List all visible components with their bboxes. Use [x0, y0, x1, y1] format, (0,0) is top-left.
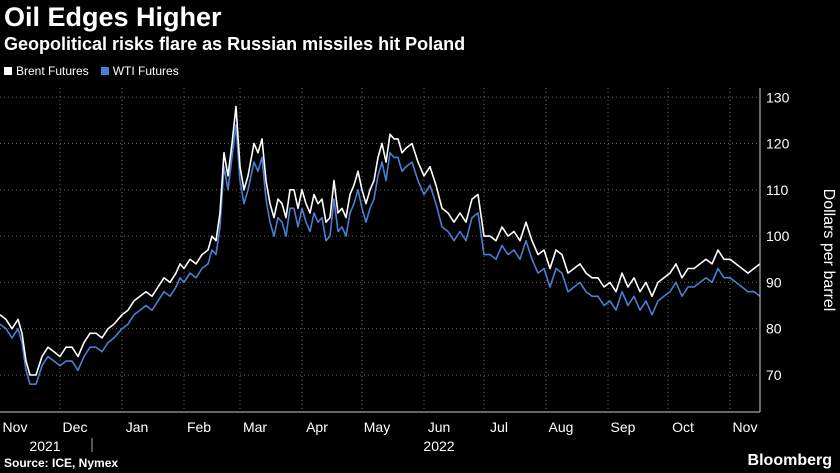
y-tick-label: 80 [766, 321, 782, 337]
y-tick-label: 100 [766, 228, 790, 244]
y-axis-label: Dollars per barrel [820, 189, 837, 312]
source-note: Source: ICE, Nymex [4, 456, 119, 470]
y-tick-label: 130 [766, 89, 790, 105]
x-tick-label: Jul [490, 419, 508, 435]
legend-item-brent: Brent Futures [4, 64, 89, 78]
x-tick-label: Jan [126, 419, 149, 435]
x-tick-label: Apr [306, 419, 328, 435]
x-tick-label: Aug [549, 419, 574, 435]
axes: 70 80 90 100 110 120 130 Nov Dec Jan Feb Mar Apr May J… [0, 88, 837, 454]
x-tick-label: Jun [428, 419, 451, 435]
series-line-brent [0, 105, 761, 376]
gridlines [0, 88, 760, 412]
y-tick-label: 110 [766, 182, 789, 198]
year-label: 2021 [29, 438, 60, 454]
year-label: 2022 [423, 438, 454, 454]
legend-swatch-wti [100, 67, 109, 75]
bloomberg-logo: Bloomberg [747, 452, 832, 469]
x-tick-label: Dec [63, 419, 88, 435]
y-tick-label: 90 [766, 274, 782, 290]
series-line-wti [0, 124, 761, 385]
x-tick-label: Mar [243, 419, 267, 435]
legend: Brent Futures WTI Futures [4, 64, 179, 78]
chart-subtitle: Geopolitical risks flare as Russian miss… [4, 34, 466, 54]
legend-swatch-brent [4, 67, 12, 75]
legend-label-brent: Brent Futures [16, 64, 89, 78]
chart-title: Oil Edges Higher [4, 2, 222, 32]
x-tick-label: Feb [187, 419, 211, 435]
series-layer [0, 105, 761, 385]
x-tick-label: Nov [3, 419, 28, 435]
legend-item-wti: WTI Futures [100, 64, 179, 78]
x-tick-label: Nov [733, 419, 758, 435]
y-tick-label: 120 [766, 136, 790, 152]
x-tick-label: Oct [672, 419, 694, 435]
legend-label-wti: WTI Futures [112, 64, 179, 78]
x-tick-label: Sep [611, 419, 636, 435]
x-tick-label: May [364, 419, 390, 435]
y-tick-label: 70 [766, 367, 782, 383]
